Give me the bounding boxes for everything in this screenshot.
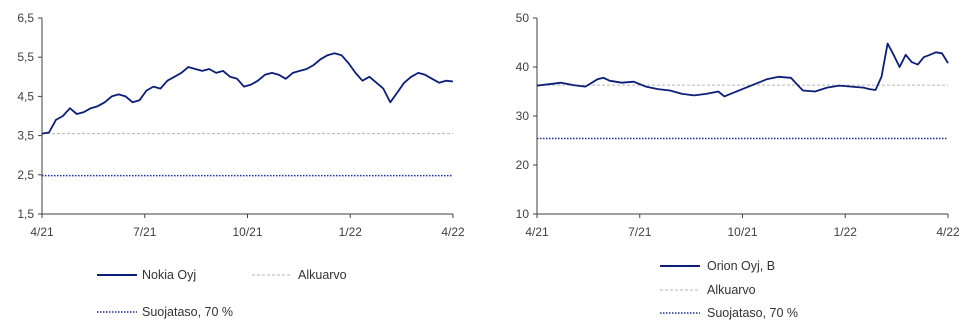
- y-tick-label: 5,5: [17, 50, 34, 64]
- legend-label-alkuarvo: Alkuarvo: [298, 268, 347, 282]
- x-tick-label: 7/21: [628, 225, 652, 239]
- y-tick-label: 2,5: [17, 168, 34, 182]
- y-tick-label: 3,5: [17, 129, 34, 143]
- x-tick-label: 4/21: [30, 225, 54, 239]
- series-lines-right: [536, 42, 949, 140]
- legend-label-nokia: Nokia Oyj: [142, 268, 196, 282]
- x-tick-label: 4/21: [525, 225, 549, 239]
- x-tick-label: 4/22: [936, 225, 960, 239]
- x-tick-label: 1/22: [339, 225, 363, 239]
- y-tick-label: 20: [516, 158, 530, 172]
- legend-label-alkuarvo-right: Alkuarvo: [707, 283, 756, 297]
- series-line-nokia-oyj: [41, 52, 454, 135]
- y-tick-label: 30: [516, 109, 530, 123]
- chart-nokia: 1,5 2,5 3,5 4,5 5,5 6,5 4/21 7/21 10/21 1/22 4/22…: [17, 11, 465, 319]
- chart-orion: 10 20 30 40 50 4/21 7/21 10/21 1/22 4/22 Orion O…: [516, 11, 960, 320]
- legend-left: Nokia Oyj Alkuarvo Suojataso, 70 %: [97, 268, 347, 319]
- x-tick-label: 10/21: [232, 225, 262, 239]
- x-tick-label: 7/21: [133, 225, 157, 239]
- x-tick-label: 4/22: [441, 225, 465, 239]
- x-ticks-left: 4/21 7/21 10/21 1/22 4/22: [30, 214, 465, 239]
- legend-label-suojataso: Suojataso, 70 %: [142, 305, 233, 319]
- y-ticks-right: 10 20 30 40 50: [516, 11, 537, 221]
- y-ticks-left: 1,5 2,5 3,5 4,5 5,5 6,5: [17, 11, 42, 221]
- series-lines-left: [41, 52, 454, 177]
- y-tick-label: 4,5: [17, 89, 34, 103]
- series-line-orion-oyj-b: [536, 42, 949, 98]
- y-tick-label: 40: [516, 60, 530, 74]
- legend-label-orion: Orion Oyj, B: [707, 259, 775, 273]
- x-ticks-right: 4/21 7/21 10/21 1/22 4/22: [525, 214, 960, 239]
- legend-label-suojataso-right: Suojataso, 70 %: [707, 306, 798, 320]
- x-tick-label: 10/21: [727, 225, 757, 239]
- legend-right: Orion Oyj, B Alkuarvo Suojataso, 70 %: [660, 259, 798, 320]
- y-tick-label: 6,5: [17, 11, 34, 25]
- y-tick-label: 10: [516, 207, 530, 221]
- y-tick-label: 1,5: [17, 207, 34, 221]
- y-tick-label: 50: [516, 11, 530, 25]
- x-tick-label: 1/22: [834, 225, 858, 239]
